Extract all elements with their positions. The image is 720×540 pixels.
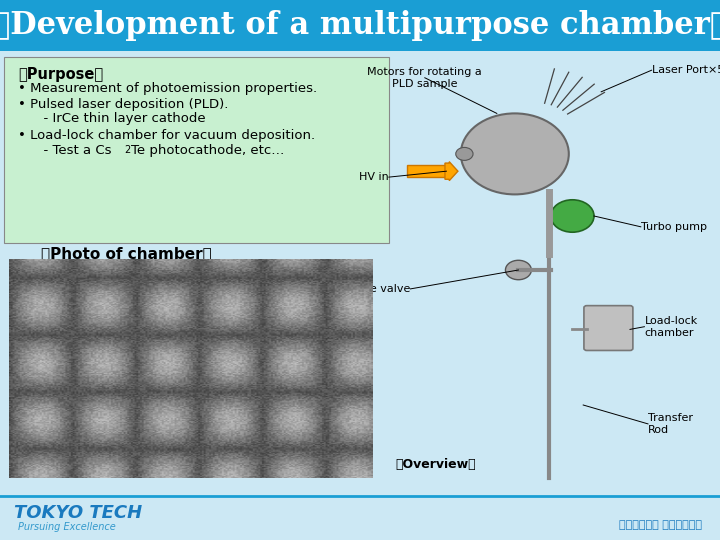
Text: Gate valve: Gate valve	[350, 284, 410, 294]
Text: 2: 2	[124, 145, 130, 156]
Text: Pursuing Excellence: Pursuing Excellence	[18, 522, 116, 532]
Circle shape	[461, 113, 569, 194]
FancyBboxPatch shape	[407, 165, 446, 177]
Text: Laser Port×5: Laser Port×5	[652, 65, 720, 75]
Text: Load-lock
chamber: Load-lock chamber	[644, 316, 698, 338]
FancyBboxPatch shape	[4, 57, 389, 243]
Circle shape	[505, 260, 531, 280]
Circle shape	[456, 147, 473, 160]
FancyArrow shape	[445, 162, 458, 180]
Text: Te photocathode, etc…: Te photocathode, etc…	[131, 144, 284, 157]
Text: Turbo pump: Turbo pump	[641, 222, 707, 232]
Text: • Measurement of photoemission properties.: • Measurement of photoemission propertie…	[18, 82, 317, 95]
Text: - IrCe thin layer cathode: - IrCe thin layer cathode	[18, 112, 206, 125]
FancyBboxPatch shape	[0, 0, 720, 51]
Text: 【Overview】: 【Overview】	[395, 458, 476, 471]
Text: • Load-lock chamber for vacuum deposition.: • Load-lock chamber for vacuum depositio…	[18, 129, 315, 141]
Text: Transfer
Rod: Transfer Rod	[648, 413, 693, 435]
Text: 【Photo of chamber】: 【Photo of chamber】	[40, 246, 212, 261]
Circle shape	[551, 200, 594, 232]
Text: 【Development of a multipurpose chamber】: 【Development of a multipurpose chamber】	[0, 10, 720, 41]
Text: 【Purpose】: 【Purpose】	[18, 68, 103, 83]
Text: Motors for rotating a
PLD sample: Motors for rotating a PLD sample	[367, 67, 482, 89]
Text: - Test a Cs: - Test a Cs	[18, 144, 112, 157]
Text: • Pulsed laser deposition (PLD).: • Pulsed laser deposition (PLD).	[18, 98, 228, 111]
Text: TOKYO TECH: TOKYO TECH	[14, 504, 143, 522]
Text: HV in: HV in	[359, 172, 389, 182]
Text: 国立大学法人 東京工業大学: 国立大学法人 東京工業大学	[619, 520, 702, 530]
FancyBboxPatch shape	[584, 306, 633, 350]
